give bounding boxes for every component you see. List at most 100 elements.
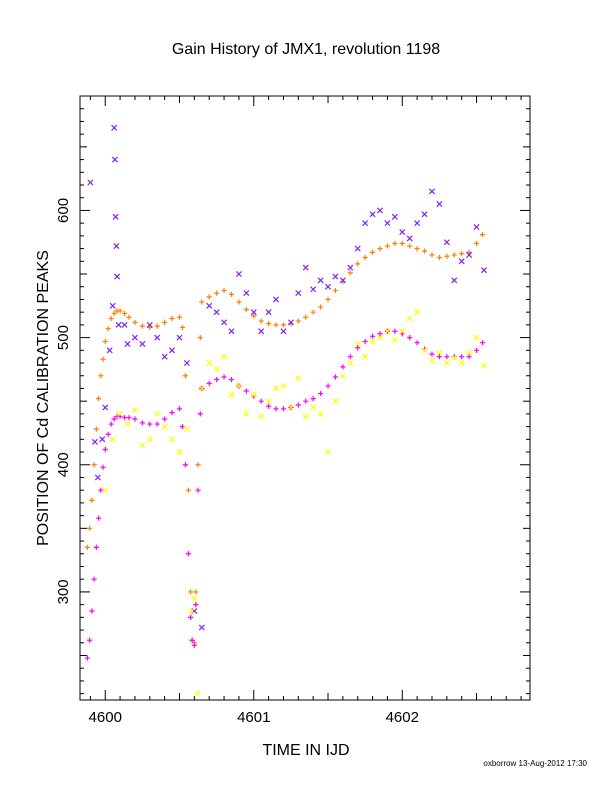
data-point [121,310,128,317]
data-point [480,362,487,369]
data-point [369,249,376,256]
data-point [182,462,189,468]
data-point [399,229,406,236]
data-point [384,328,391,335]
data-point [473,334,480,341]
plot-frame [79,95,531,701]
data-point [480,267,487,274]
data-point [93,426,99,432]
data-point [479,232,486,238]
data-point [332,273,339,280]
data-point [221,374,227,380]
data-point [317,410,324,417]
data-point [302,264,309,271]
data-point [287,404,294,411]
data-point [131,407,138,414]
data-point [414,245,420,252]
data-point [221,353,228,360]
data-point [111,156,118,163]
data-point [406,235,413,242]
data-point [206,302,213,309]
data-point [109,302,116,309]
data-point [161,423,168,430]
data-point [391,337,398,344]
data-point [154,410,161,417]
data-point [273,385,280,392]
data-point [98,487,104,493]
data-point [362,353,369,360]
data-point [188,607,195,615]
data-point [214,376,220,383]
data-point [325,296,331,303]
data-point [115,321,122,328]
data-point [154,421,160,427]
data-point [354,245,361,252]
data-point [451,252,457,258]
data-point [273,406,279,412]
data-point [100,356,106,362]
data-point [347,270,353,276]
data-point [84,544,91,551]
data-point [295,375,302,382]
data-point [428,357,436,364]
data-point [310,396,316,402]
data-point [273,296,280,303]
data-point [479,340,486,346]
y-tick-label: 500 [55,325,72,350]
data-point [317,390,324,397]
data-point [369,338,376,345]
data-point [139,442,146,449]
data-point [132,319,138,325]
data-point [458,360,465,367]
data-point [392,240,398,247]
data-point [221,287,227,294]
data-point [112,213,119,220]
data-point [113,243,120,250]
data-point [193,589,199,595]
data-point [176,314,183,320]
data-point [197,335,203,341]
data-point [185,487,192,493]
x-tick-label: 4601 [237,709,270,726]
data-point [303,314,309,320]
data-point [473,223,480,230]
data-point [117,308,123,314]
data-point [355,345,361,351]
data-point [109,436,116,443]
data-point [436,349,443,356]
data-point [443,360,450,367]
data-point [195,487,201,493]
data-point [428,188,436,195]
data-point [243,307,249,313]
data-point [139,340,146,347]
data-point [183,360,190,367]
data-point [228,391,235,398]
data-point [193,602,199,608]
data-point [266,321,272,327]
data-point [466,251,473,258]
data-point [102,404,109,411]
data-point [236,299,242,305]
data-point [162,319,168,325]
data-point [91,438,98,445]
data-point [176,449,183,456]
data-point [436,201,443,208]
data-point [111,416,117,422]
y-tick-label: 300 [55,579,72,604]
data-point [206,360,213,367]
series-2 [87,124,487,631]
data-point [332,287,339,294]
data-point [213,366,220,373]
data-point [100,464,106,470]
data-point [176,334,183,341]
data-point [169,315,175,322]
data-point [429,351,435,357]
data-point [102,338,108,345]
data-point [258,328,265,335]
data-point [198,624,205,631]
footer-credit: oxborrow 13-Aug-2012 17:30 [483,759,587,768]
data-point [362,254,368,261]
data-point [139,420,145,426]
data-point [87,179,94,186]
data-point [377,245,383,252]
